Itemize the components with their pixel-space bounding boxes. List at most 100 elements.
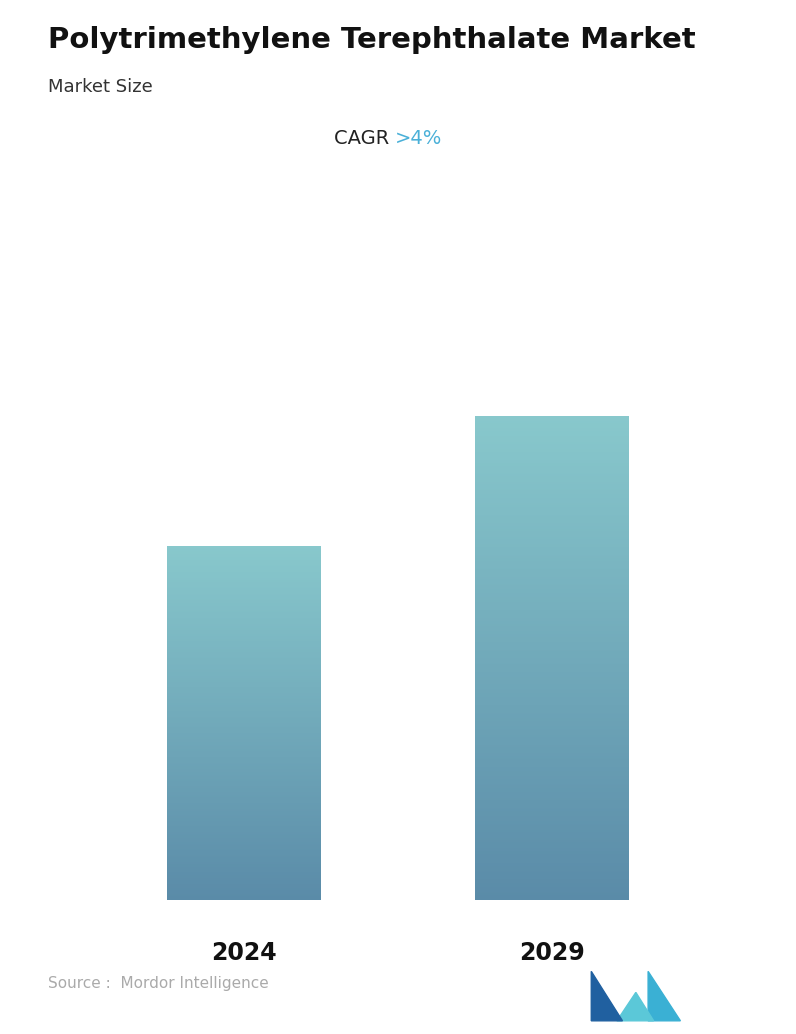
Bar [475,541,629,542]
Bar [167,742,321,744]
Bar [167,871,321,872]
Bar [167,808,321,809]
Bar [475,804,629,807]
Bar [167,857,321,858]
Bar [167,816,321,817]
Bar [167,578,321,579]
Bar [167,722,321,723]
Bar [475,711,629,712]
Bar [475,755,629,756]
Bar [167,827,321,829]
Bar [475,570,629,571]
Bar [475,603,629,605]
Bar [167,814,321,815]
Bar [475,824,629,825]
Bar [167,741,321,742]
Bar [167,632,321,633]
Polygon shape [648,971,681,1021]
Bar [167,577,321,578]
Bar [475,848,629,850]
Bar [167,647,321,648]
Bar [475,680,629,682]
Bar [475,672,629,674]
Bar [167,774,321,776]
Bar [167,877,321,878]
Bar [167,865,321,866]
Bar [475,682,629,683]
Text: Market Size: Market Size [48,78,153,95]
Bar [475,510,629,512]
Bar [167,771,321,772]
Bar [167,590,321,591]
Bar [475,738,629,740]
Bar [475,798,629,799]
Bar [167,835,321,838]
Bar [475,822,629,824]
Bar [475,891,629,893]
Bar [167,784,321,785]
Bar [475,714,629,716]
Bar [475,776,629,778]
Bar [475,490,629,492]
Bar [475,695,629,697]
Polygon shape [617,993,654,1021]
Bar [167,557,321,559]
Bar [475,763,629,764]
Bar [475,779,629,781]
Bar [167,851,321,852]
Text: 2029: 2029 [519,941,585,965]
Bar [167,766,321,767]
Bar [475,781,629,782]
Bar [167,807,321,808]
Bar [475,616,629,617]
Bar [475,807,629,808]
Bar [475,795,629,796]
Bar [167,565,321,566]
Bar [167,561,321,562]
Bar [167,728,321,729]
Bar [475,484,629,486]
Bar [167,635,321,636]
Bar [475,698,629,700]
Bar [475,482,629,484]
Bar [475,874,629,876]
Bar [475,521,629,522]
Bar [475,561,629,562]
Bar [475,642,629,643]
Bar [167,733,321,734]
Bar [475,500,629,501]
Bar [167,672,321,673]
Bar [167,670,321,671]
Bar [475,505,629,507]
Bar [167,840,321,841]
Bar [475,650,629,651]
Bar [475,730,629,732]
Bar [475,720,629,721]
Bar [475,767,629,769]
Bar [475,803,629,804]
Bar [167,680,321,681]
Bar [475,689,629,690]
Bar [167,570,321,571]
Bar [167,631,321,632]
Bar [167,748,321,749]
Bar [167,560,321,561]
Bar [167,888,321,889]
Bar [167,682,321,683]
Bar [475,808,629,810]
Bar [475,692,629,694]
Text: Source :  Mordor Intelligence: Source : Mordor Intelligence [48,975,268,991]
Bar [167,876,321,877]
Bar [475,513,629,515]
Bar [167,749,321,750]
Bar [475,610,629,611]
Bar [475,854,629,856]
Bar [475,420,629,421]
Bar [475,749,629,750]
Bar [167,885,321,886]
Bar [475,871,629,873]
Bar [167,791,321,792]
Bar [167,759,321,760]
Bar [167,653,321,655]
Bar [475,584,629,585]
